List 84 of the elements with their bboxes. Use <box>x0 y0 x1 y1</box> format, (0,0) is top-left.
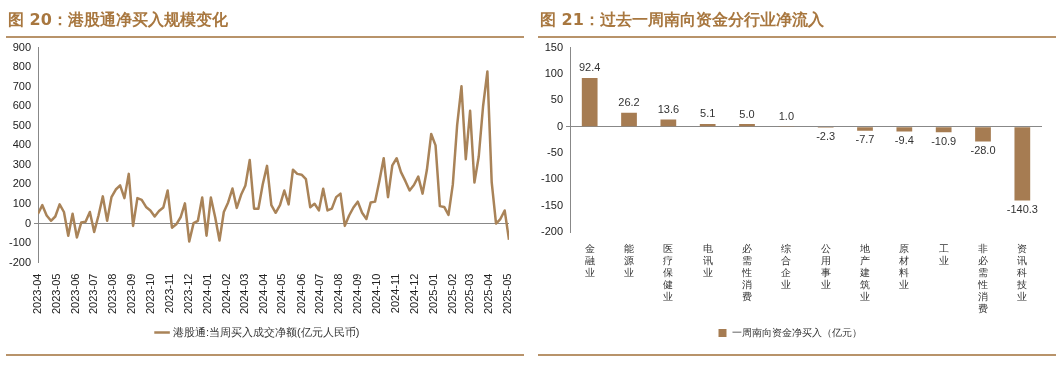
y-tick-label: 100 <box>12 197 32 210</box>
x-tick-label: 2024-01 <box>200 273 213 315</box>
bar <box>975 127 991 142</box>
y-tick-label: 800 <box>12 60 32 73</box>
bar <box>581 77 598 127</box>
bar <box>621 112 637 127</box>
x-tick-label: 2024-07 <box>313 273 326 315</box>
x-tick-label: 2024-10 <box>369 273 382 315</box>
x-tick-label: 非必需性消费 <box>977 242 988 314</box>
x-tick-label: 2024-06 <box>294 273 307 315</box>
bar <box>1014 127 1031 201</box>
bar <box>935 127 952 133</box>
x-tick-label: 2024-03 <box>237 273 250 315</box>
data-label: -9.4 <box>894 134 914 147</box>
x-tick-label: 2023-08 <box>106 273 119 315</box>
y-tick-label: 0 <box>556 119 564 132</box>
x-tick-label: 电讯业 <box>702 242 713 278</box>
x-tick-label: 2023-11 <box>163 273 176 314</box>
y-tick-label: 100 <box>544 66 564 79</box>
data-label: 92.4 <box>578 61 601 74</box>
y-tick-label: 400 <box>12 138 32 151</box>
chart-title: 图 21：过去一周南向资金分行业净流入 <box>538 6 1056 38</box>
x-tick-label: 公用事业 <box>820 242 831 290</box>
x-tick-label: 2023-06 <box>68 273 81 315</box>
x-tick-label: 2023-05 <box>49 273 62 315</box>
y-tick-label: 700 <box>12 79 32 92</box>
x-tick-label: 2024-02 <box>219 273 232 315</box>
data-label: 26.2 <box>618 96 640 109</box>
bar <box>857 127 873 131</box>
x-tick-label: 2023-07 <box>87 273 100 315</box>
x-tick-label: 2024-04 <box>256 273 269 315</box>
legend-label: 一周南向资金净买入（亿元） <box>731 326 862 338</box>
x-tick-label: 2024-08 <box>332 273 345 315</box>
x-tick-label: 资讯科技业 <box>1016 242 1028 302</box>
data-label: -2.3 <box>816 130 836 143</box>
bar <box>699 123 716 127</box>
y-tick-label: 50 <box>550 93 564 106</box>
y-tick-label: -150 <box>540 198 564 211</box>
x-tick-label: 2025-01 <box>426 273 439 315</box>
data-label: -140.3 <box>1006 203 1038 216</box>
x-tick-label: 2024-05 <box>275 273 288 315</box>
x-tick-label: 2024-12 <box>407 273 420 315</box>
x-tick-label: 原材料业 <box>898 242 910 290</box>
x-tick-label: 2024-09 <box>351 273 364 315</box>
x-tick-label: 2025-04 <box>482 273 495 315</box>
x-tick-label: 2025-02 <box>445 273 458 315</box>
data-label: 1.0 <box>778 109 794 122</box>
bar <box>660 119 677 127</box>
y-tick-label: 200 <box>12 177 32 190</box>
y-tick-label: 500 <box>12 118 32 131</box>
y-tick-label: 600 <box>12 99 32 112</box>
x-tick-label: 工业 <box>938 242 949 266</box>
x-tick-label: 2023-12 <box>181 273 194 315</box>
data-label: -7.7 <box>855 133 875 146</box>
chart-title: 图 20：港股通净买入规模变化 <box>6 6 524 38</box>
x-tick-label: 医疗保健业 <box>663 242 674 302</box>
legend-label: 港股通:当周买入成交净额(亿元人民币) <box>173 325 360 338</box>
x-tick-label: 2023-04 <box>31 273 44 315</box>
y-tick-label: 900 <box>12 40 32 53</box>
x-tick-label: 2025-05 <box>500 273 513 315</box>
x-tick-label: 金融业 <box>584 242 595 278</box>
x-tick-label: 2024-11 <box>389 273 402 314</box>
y-tick-label: -200 <box>8 255 32 268</box>
x-tick-label: 2025-03 <box>463 273 476 315</box>
x-tick-label: 综合企业 <box>781 242 792 290</box>
data-label: 5.0 <box>739 107 755 120</box>
y-tick-label: -100 <box>540 172 564 185</box>
data-label: 5.1 <box>700 107 716 120</box>
bar <box>739 123 755 127</box>
x-tick-label: 能源业 <box>624 242 635 278</box>
y-tick-label: -50 <box>547 146 564 158</box>
x-tick-label: 2023-09 <box>125 273 138 315</box>
data-label: -10.9 <box>931 134 957 147</box>
bar <box>896 127 913 132</box>
x-tick-label: 必需性消费 <box>741 242 753 302</box>
x-tick-label: 地产建筑业 <box>859 242 871 302</box>
data-label: -28.0 <box>970 143 996 156</box>
y-tick-label: 300 <box>12 157 32 170</box>
y-tick-label: -100 <box>8 236 32 249</box>
y-tick-label: 0 <box>24 216 32 229</box>
y-tick-label: -200 <box>540 225 564 238</box>
y-tick-label: 150 <box>544 40 564 53</box>
x-tick-label: 2023-10 <box>144 273 157 315</box>
data-label: 13.6 <box>657 102 680 115</box>
